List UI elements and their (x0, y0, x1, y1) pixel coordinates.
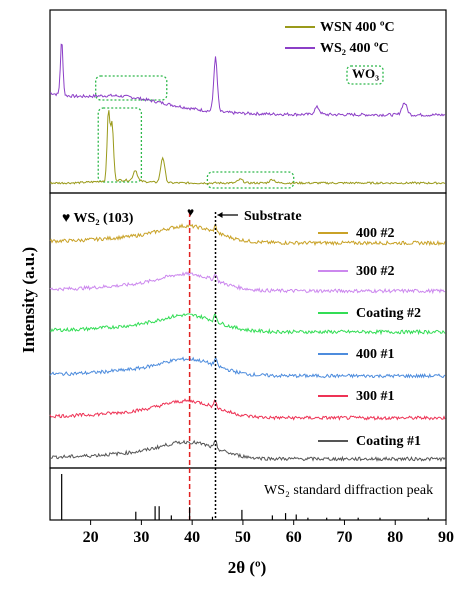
x-tick-label: 80 (387, 529, 403, 546)
wo3-label: WO₃ (352, 66, 379, 81)
legend-label: 400 #2 (356, 226, 395, 241)
legend-label: 400 #1 (356, 347, 395, 362)
x-tick-label: 40 (184, 529, 200, 546)
x-tick-label: 90 (438, 529, 454, 546)
sample-curve (49, 223, 446, 247)
highlight-regions (95, 65, 384, 189)
sample-curve (49, 313, 446, 336)
sample-curve (49, 439, 446, 463)
substrate-arrowhead (217, 212, 223, 218)
middle-panel-curves (49, 223, 446, 463)
heart-marker: ♥ (187, 205, 194, 219)
x-tick-label: 60 (286, 529, 302, 546)
wo3-label-box (346, 65, 384, 85)
x-tick-label: 50 (235, 529, 251, 546)
sample-curve (49, 356, 446, 379)
legend-label: 300 #2 (356, 264, 395, 279)
y-axis-label: Intensity (a.u.) (19, 247, 38, 353)
substrate-label: Substrate (244, 209, 302, 224)
highlight-box (206, 171, 295, 189)
x-tick-label: 30 (133, 529, 149, 546)
legend-label: 300 #1 (356, 389, 395, 404)
top-panel-curves (49, 43, 446, 185)
sample-curve (49, 271, 446, 295)
highlight-box (95, 75, 168, 101)
standard-peak-label: WS₂ standard diffraction peak (264, 483, 433, 498)
legend-label: Coating #1 (356, 434, 421, 449)
reference-lines (188, 212, 238, 520)
legend-label: Coating #2 (356, 306, 421, 321)
legends: WSN 400 ºC WS₂ 400 ºC 400 #2 300 #2 Coating … (285, 20, 421, 449)
bottom-panel-frame (49, 467, 447, 521)
legend-label: WS₂ 400 ºC (320, 41, 389, 56)
x-tick-label: 20 (83, 529, 99, 546)
x-axis: 20 30 40 50 60 70 80 90 (83, 520, 454, 546)
x-axis-label: 2θ (º) (228, 558, 267, 577)
top-panel-frame (49, 9, 447, 194)
legend-label: WSN 400 ºC (320, 20, 395, 35)
standard-peak-sticks (61, 474, 429, 520)
highlight-box (97, 107, 143, 183)
ws2-103-label: ♥ WS₂ (103) (62, 211, 134, 226)
ws2-400c-curve (50, 43, 446, 118)
wsn-400c-curve (49, 110, 446, 185)
x-tick-label: 70 (336, 529, 352, 546)
sample-curve (49, 398, 446, 421)
